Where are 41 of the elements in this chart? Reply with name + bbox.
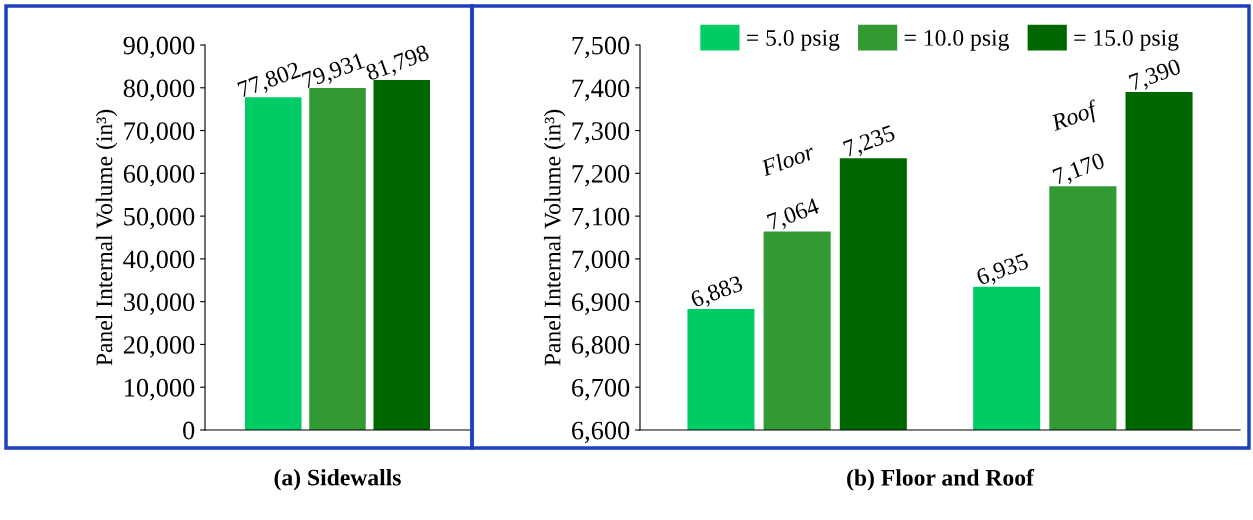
y-tick-label: 80,000 [123,79,195,101]
y-tick-label: 6,700 [572,378,630,401]
x-axis-title: (a) Sidewalls [274,468,401,491]
y-tick-label: 7,300 [572,122,630,144]
data-label: 77,802 [237,61,303,101]
bar [309,88,366,430]
y-tick-label: 7,000 [572,250,630,273]
data-label: 7,390 [1128,58,1183,94]
data-label: 81,798 [364,44,431,85]
y-tick-label: 90,000 [123,36,195,59]
y-axis-title: Panel Internal Volume (in³) [543,109,566,366]
y-tick-label: 70,000 [124,122,195,144]
data-label: 7,170 [1052,152,1107,188]
data-label: 7,235 [842,124,897,161]
y-tick-label: 20,000 [123,336,195,358]
x-tick-label: Roof [1049,99,1102,136]
y-tick-label: 50,000 [124,207,195,230]
y-tick-label: 40,000 [123,250,195,273]
y-tick-label: 10,000 [125,378,195,401]
bar [244,97,302,430]
x-tick-label: Floor [759,142,816,177]
y-tick-label: 60,000 [123,164,195,187]
data-label: 79,931 [301,52,367,92]
data-label: 7,064 [766,197,822,234]
y-tick-label: 7,400 [572,79,630,101]
legend-label: = 15.0 psig [1074,29,1179,51]
data-label: 6,883 [689,275,745,311]
data-label: 6,935 [975,252,1031,289]
bar [373,80,431,430]
x-axis-title: (b) Floor and Roof [847,468,1035,491]
y-axis-title: Panel Internal Volume (in³) [95,109,118,366]
y-tick-label: 7,200 [572,164,630,187]
y-tick-label: 7,100 [572,207,630,230]
y-tick-label: 6,600 [572,421,630,444]
legend-label: = 10.0 psig [904,29,1009,51]
y-tick-label: 7,500 [572,36,630,59]
y-tick-label: 30,000 [123,293,195,315]
y-tick-label: 6,800 [572,336,630,358]
y-tick-label: 0 [183,421,195,440]
legend-label: = 5.0 psig [747,29,840,51]
y-tick-label: 6,900 [572,293,630,315]
